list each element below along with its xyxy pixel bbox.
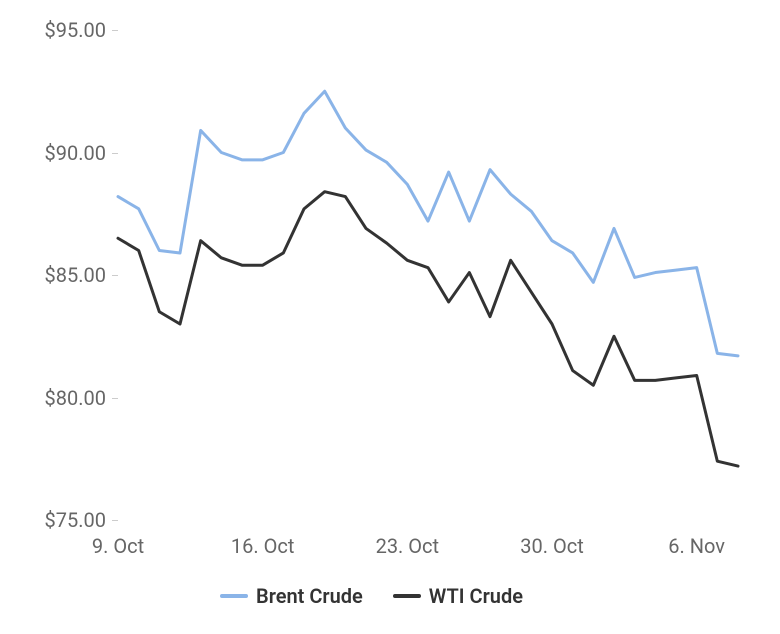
oil-price-chart: Brent Crude WTI Crude $75.00 $80.00 $85.00 $… bbox=[0, 0, 780, 634]
y-axis-label: $80.00 bbox=[45, 386, 106, 410]
y-axis-label: $85.00 bbox=[45, 263, 106, 287]
x-axis-label: 6. Nov bbox=[668, 534, 725, 558]
series-line-0 bbox=[118, 91, 738, 356]
y-tick-mark bbox=[112, 275, 118, 276]
legend-label: WTI Crude bbox=[429, 584, 523, 608]
legend-swatch bbox=[220, 594, 248, 598]
y-axis-label: $90.00 bbox=[45, 141, 106, 165]
legend-swatch bbox=[393, 594, 421, 598]
plot-area bbox=[118, 30, 738, 520]
y-axis-label: $95.00 bbox=[45, 18, 106, 42]
y-tick-mark bbox=[112, 520, 118, 521]
y-tick-mark bbox=[112, 30, 118, 31]
y-tick-mark bbox=[112, 153, 118, 154]
y-tick-mark bbox=[112, 398, 118, 399]
legend-item: WTI Crude bbox=[393, 584, 523, 608]
legend-item: Brent Crude bbox=[220, 584, 363, 608]
x-axis-label: 23. Oct bbox=[376, 534, 440, 558]
x-axis-label: 30. Oct bbox=[520, 534, 584, 558]
legend: Brent Crude WTI Crude bbox=[220, 584, 523, 608]
series-line-1 bbox=[118, 192, 738, 466]
series-svg bbox=[118, 30, 738, 520]
x-axis-label: 9. Oct bbox=[92, 534, 144, 558]
y-axis-label: $75.00 bbox=[45, 508, 106, 532]
x-axis-label: 16. Oct bbox=[231, 534, 295, 558]
legend-label: Brent Crude bbox=[256, 584, 363, 608]
